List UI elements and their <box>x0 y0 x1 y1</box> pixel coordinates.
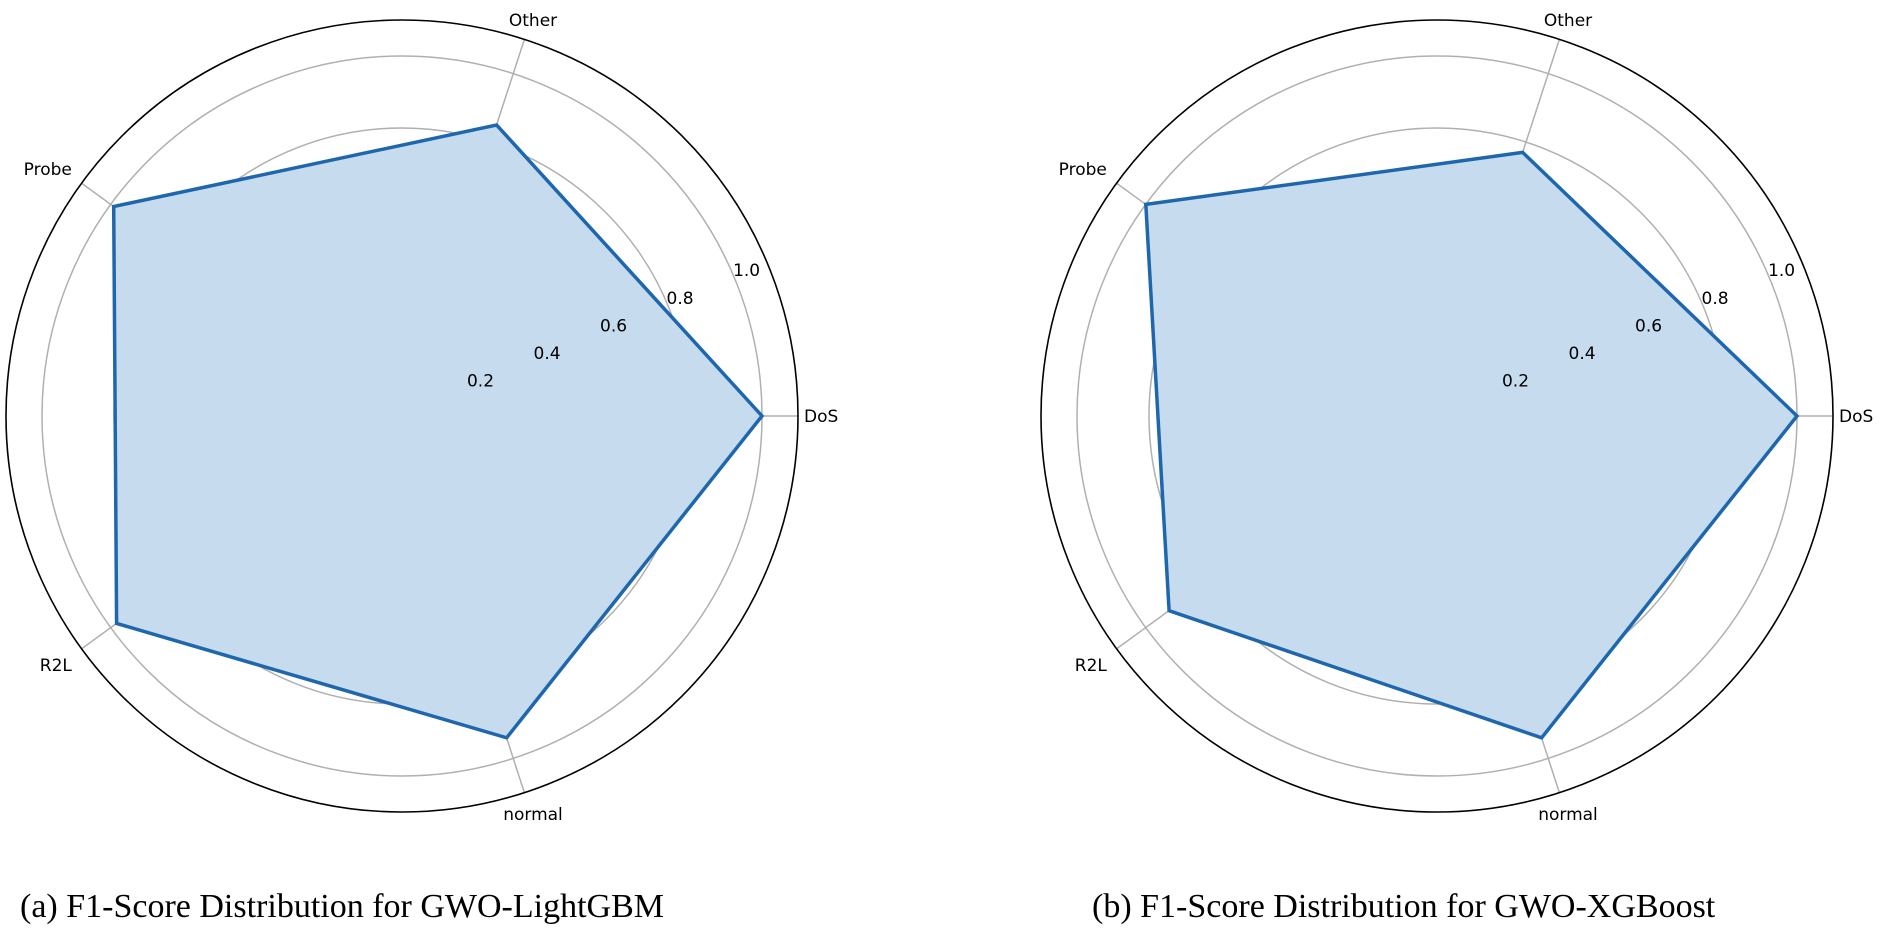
tick-label-1: 1.0 <box>1768 261 1795 281</box>
category-label-R2L: R2L <box>1075 656 1108 676</box>
outer-frame <box>5 19 799 813</box>
category-label-DoS: DoS <box>1839 407 1873 427</box>
category-label-normal: normal <box>1538 805 1598 825</box>
tick-label-0.8: 0.8 <box>667 289 694 309</box>
category-label-Other: Other <box>509 11 557 31</box>
tick-label-1: 1.0 <box>733 261 760 281</box>
chart-caption: (b) F1-Score Distribution for GWO-XGBoos… <box>1092 888 1716 925</box>
category-label-normal: normal <box>503 805 563 825</box>
tick-label-0.6: 0.6 <box>600 316 627 336</box>
tick-label-0.6: 0.6 <box>1635 316 1662 336</box>
tick-label-0.8: 0.8 <box>1702 289 1729 309</box>
tick-label-0.4: 0.4 <box>1569 344 1596 364</box>
radar-chart-2: 0.2 0.4 0.6 0.8 1.0 DoS Other Probe R2L normal (b)… <box>1040 11 1873 925</box>
series-area <box>113 125 762 738</box>
series-line <box>1143 150 1800 740</box>
category-label-Probe: Probe <box>24 160 72 180</box>
category-label-R2L: R2L <box>40 656 73 676</box>
series-line <box>111 123 765 740</box>
radar-chart-1: 0.2 0.4 0.6 0.8 1.0 DoS Other Probe R2L normal (a)… <box>5 11 838 925</box>
outer-frame <box>1040 19 1834 813</box>
category-label-Probe: Probe <box>1059 160 1107 180</box>
category-label-Other: Other <box>1544 11 1592 31</box>
tick-label-0.4: 0.4 <box>534 344 561 364</box>
chart-caption: (a) F1-Score Distribution for GWO-LightG… <box>20 888 664 925</box>
category-label-DoS: DoS <box>804 407 838 427</box>
tick-label-0.2: 0.2 <box>1502 371 1529 391</box>
tick-label-0.2: 0.2 <box>467 371 494 391</box>
series-area <box>1145 152 1797 738</box>
